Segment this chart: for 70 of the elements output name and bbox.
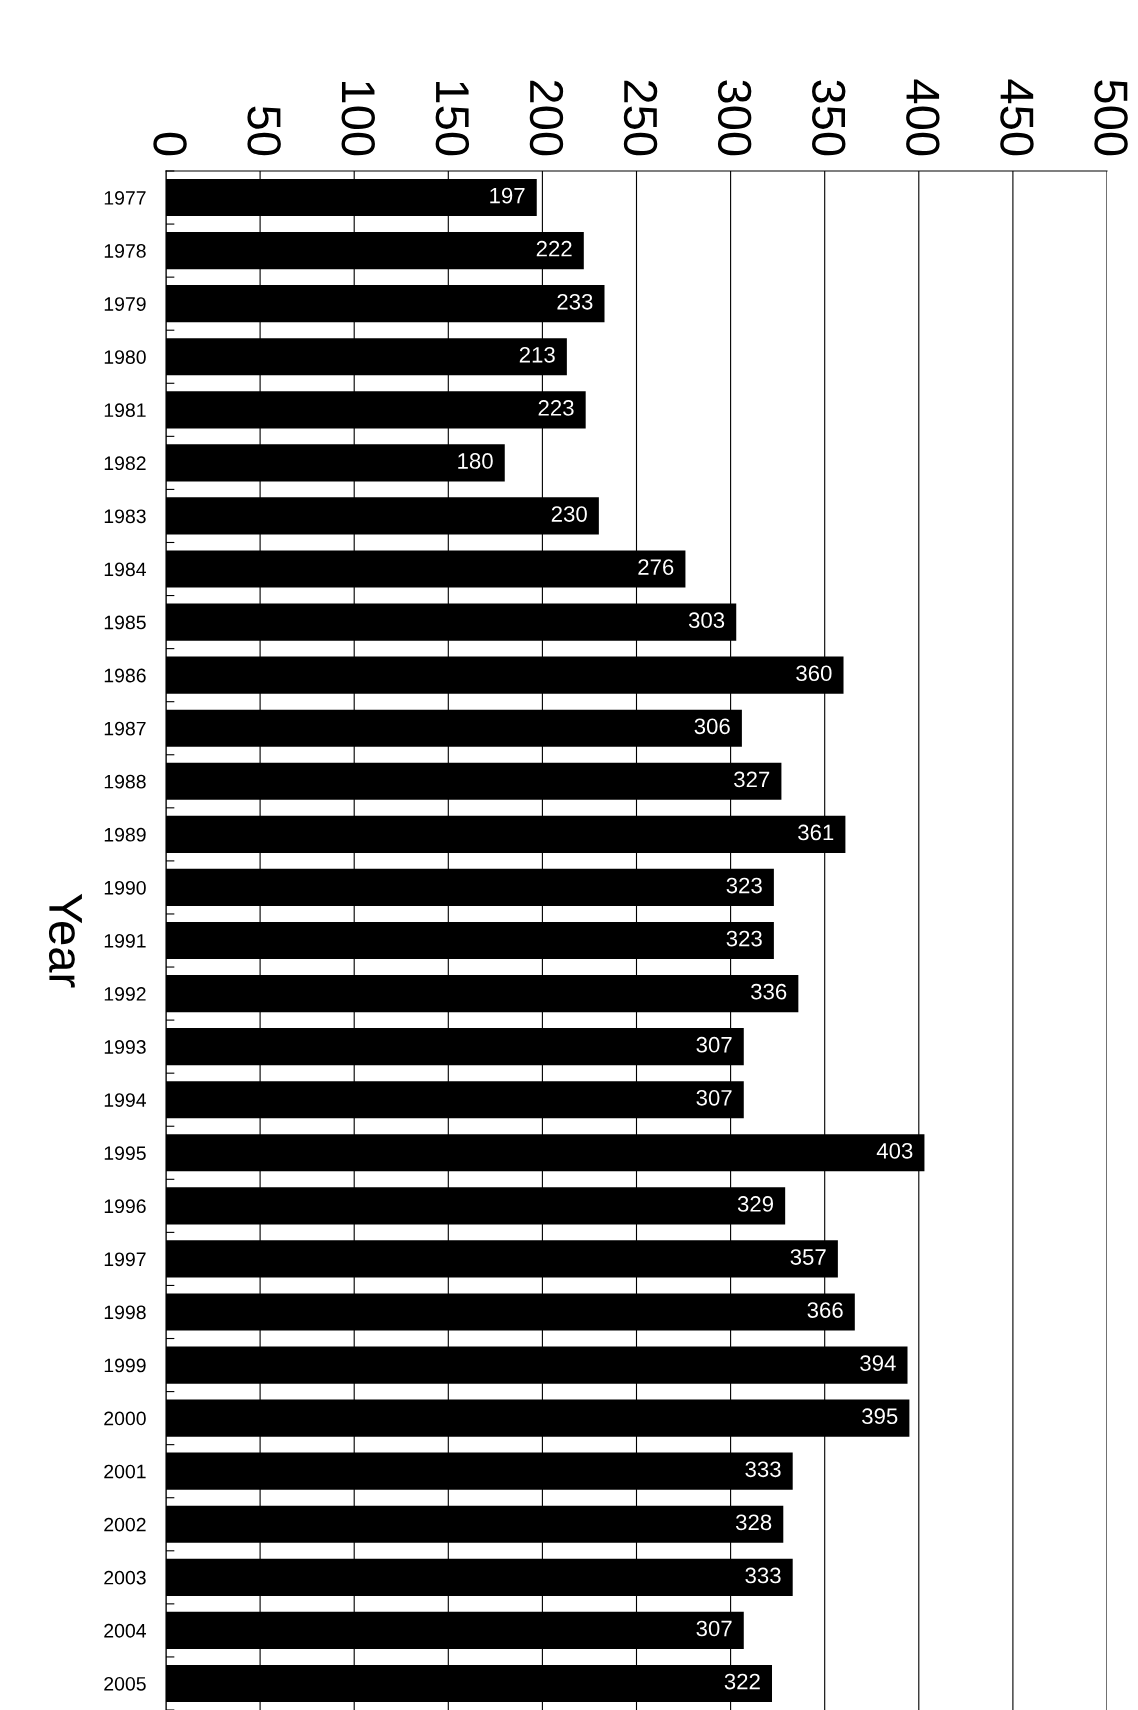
y-tick-label: 1977 — [104, 191, 146, 205]
y-tick-label: 1994 — [104, 1093, 146, 1107]
x-tick-label: 200 — [529, 80, 564, 156]
data-label: 361 — [798, 824, 834, 841]
y-tick-label: 2001 — [104, 1464, 146, 1479]
data-label: 394 — [860, 1355, 896, 1372]
data-label: 223 — [538, 400, 574, 416]
y-tick-label: 1978 — [104, 244, 146, 258]
y-tick-label: 1992 — [104, 987, 146, 1001]
y-tick-label: 1995 — [104, 1146, 146, 1161]
y-tick-label: 1988 — [104, 774, 146, 789]
x-tick-label: 100 — [341, 81, 375, 156]
y-tick-label: 2003 — [104, 1570, 146, 1585]
x-tick-label: 400 — [906, 79, 940, 156]
data-label: 357 — [790, 1249, 826, 1265]
x-tick-label: 250 — [623, 80, 658, 156]
y-tick-label: 1982 — [104, 456, 146, 471]
y-tick-label: 1997 — [104, 1252, 146, 1267]
y-tick-label: 2002 — [104, 1517, 146, 1532]
data-label: 180 — [458, 453, 493, 469]
y-tick-label: 1993 — [104, 1040, 146, 1054]
data-label: 213 — [519, 346, 555, 363]
data-label: 230 — [551, 506, 587, 522]
data-label: 222 — [536, 240, 572, 257]
x-tick-label: 0 — [153, 132, 187, 156]
y-tick-label: 1985 — [104, 615, 146, 630]
y-tick-label: 1991 — [104, 933, 146, 948]
y-tick-label: 2000 — [104, 1411, 146, 1426]
data-label: 303 — [688, 612, 725, 629]
data-label: 307 — [696, 1620, 732, 1637]
x-tick-label: 350 — [812, 80, 846, 156]
data-label: 322 — [724, 1673, 760, 1690]
data-label: 403 — [876, 1143, 913, 1159]
y-tick-label: 1986 — [104, 668, 146, 683]
y-axis-title: Year — [48, 893, 82, 988]
y-tick-label: 1998 — [104, 1305, 146, 1320]
data-label: 306 — [694, 718, 730, 735]
data-label: 395 — [862, 1408, 898, 1425]
data-label: 328 — [735, 1514, 772, 1531]
y-tick-label: 1979 — [104, 297, 146, 311]
x-tick-label: 150 — [435, 81, 470, 156]
data-label: 197 — [490, 187, 525, 204]
y-tick-label: 2005 — [104, 1676, 146, 1691]
y-tick-label: 1981 — [104, 403, 146, 418]
y-tick-label: 1984 — [104, 562, 146, 577]
y-tick-label: 2004 — [104, 1623, 146, 1638]
y-tick-label: 1989 — [104, 827, 146, 842]
data-label: 307 — [696, 1036, 732, 1053]
y-tick-label: 1999 — [104, 1358, 146, 1373]
x-tick-label: 300 — [717, 80, 752, 156]
x-tick-label: 450 — [1000, 79, 1034, 156]
y-tick-label: 1996 — [104, 1199, 146, 1214]
data-label: 307 — [696, 1089, 732, 1106]
y-tick-label: 1983 — [104, 509, 146, 524]
data-label: 329 — [737, 1196, 774, 1212]
data-label: 327 — [734, 771, 770, 788]
y-tick-label: 1990 — [104, 880, 146, 895]
x-tick-label: 50 — [247, 106, 281, 156]
data-label: 233 — [557, 293, 593, 310]
data-label: 366 — [807, 1302, 843, 1318]
data-label: 323 — [726, 877, 762, 894]
data-label: 336 — [751, 983, 787, 1000]
y-tick-label: 1987 — [104, 721, 146, 736]
data-label: 276 — [638, 559, 674, 575]
y-tick-label: 1980 — [104, 350, 146, 364]
data-label: 360 — [796, 665, 832, 682]
data-label: 333 — [745, 1461, 781, 1478]
data-label: 323 — [726, 930, 762, 947]
x-tick-label: 500 — [1094, 80, 1128, 156]
data-label: 333 — [745, 1567, 781, 1584]
